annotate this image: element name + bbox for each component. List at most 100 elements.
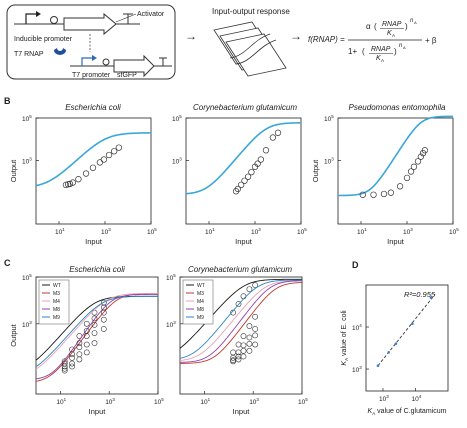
y-axis-label: Output [9, 323, 18, 346]
data-point-m9 [83, 327, 90, 334]
data-point-m9 [240, 333, 247, 339]
axis-y-tick-base: 10 [172, 158, 180, 165]
series-curve-m3 [179, 282, 303, 364]
data-point [387, 351, 391, 354]
y-axis-label: KA value of E. coli [341, 310, 349, 366]
axis-frame [35, 117, 152, 225]
axis-x-tick-label: 103 [249, 397, 259, 406]
axis-y-tick-base: 10 [22, 116, 30, 123]
axis-x-tick-exp: 3 [108, 227, 111, 232]
axis-y-tick-label: 103 [172, 156, 182, 165]
data-point-m4 [240, 342, 247, 349]
fit-curve [337, 115, 454, 197]
axis-x-tick-label: 103 [403, 227, 413, 236]
data-point [254, 160, 261, 167]
data-point [66, 180, 74, 188]
data-point-m3 [240, 353, 247, 360]
axis-x-tick-base: 10 [403, 229, 411, 236]
axis-x-tick-label: 105 [154, 397, 164, 406]
data-point [96, 159, 104, 166]
axis-x-tick-label: 104 [411, 394, 421, 403]
data-point-m8 [230, 357, 236, 364]
data-point [82, 170, 90, 177]
axis-y-tick-exp: 3 [359, 365, 362, 370]
t7-rnap-icon [54, 48, 66, 55]
axis-x-tick-exp: 3 [258, 227, 261, 232]
gene-arrow-2 [113, 54, 155, 78]
series-curve-m4 [179, 280, 303, 361]
data-point [89, 164, 97, 171]
data-point-m4 [91, 321, 98, 328]
rbs-icon-2 [102, 58, 110, 66]
data-point-m4 [230, 354, 236, 361]
axis-y-tick-label: 103 [324, 156, 334, 165]
x-axis-label: Input [233, 407, 251, 416]
data-point [75, 176, 82, 183]
terminator-icon-1 [123, 13, 133, 24]
axis-y-tick-base: 10 [22, 322, 30, 329]
axis-y-tick-exp: 5 [29, 114, 32, 119]
legend-label-wt: WT [197, 283, 205, 289]
data-point [234, 185, 242, 193]
legend-label-m9: M9 [197, 315, 204, 321]
axis-x-tick-label: 103 [101, 227, 111, 236]
legend-label-m4: M4 [53, 299, 60, 305]
axis-x-tick-exp: 5 [456, 227, 459, 232]
eq-plus-beta: + β [425, 36, 437, 45]
data-point [238, 181, 245, 189]
legend-label-m3: M3 [53, 291, 60, 297]
response-label: Input-output response [212, 7, 290, 16]
axis-x-tick-exp: 1 [212, 227, 215, 232]
x-axis-label: KA value of C.glutamicum [368, 408, 447, 416]
data-point-wt [83, 320, 90, 327]
data-point [414, 158, 422, 165]
response-card-1 [225, 33, 287, 77]
eq-den-open: ( [362, 47, 365, 56]
axis-y-tick-base: 10 [352, 367, 360, 374]
promoter-arrowhead-2 [92, 55, 97, 61]
data-point-m8 [76, 351, 83, 358]
x-axis-label-k: K [368, 408, 373, 415]
legend-label-m4: M4 [197, 299, 204, 305]
legend-label-wt: WT [53, 283, 61, 289]
data-point [370, 191, 377, 198]
data-point [100, 156, 108, 163]
r-squared-annotation: R²=0.955 [404, 290, 436, 299]
data-point-m8 [100, 316, 107, 323]
axis-x-tick-base: 10 [249, 399, 257, 406]
legend-label-m9: M9 [53, 315, 60, 321]
data-point-m3 [91, 340, 98, 346]
data-point [411, 322, 414, 325]
axis-x-tick-base: 10 [379, 396, 387, 403]
data-point [241, 177, 248, 184]
axis-x-tick-label: 105 [147, 227, 157, 236]
fit-curve [35, 132, 152, 187]
axis-x-tick-base: 10 [297, 229, 305, 236]
data-point-m3 [235, 356, 242, 363]
axis-x-tick-base: 10 [298, 399, 306, 406]
axis-x-tick-exp: 1 [208, 397, 211, 402]
axis-x-tick-exp: 3 [256, 397, 259, 402]
panel-letter: B [4, 96, 11, 106]
data-point [380, 190, 388, 198]
axis-x-tick-base: 10 [55, 229, 63, 236]
axis-y-tick-exp: 3 [173, 320, 176, 325]
series-curve-m9 [35, 295, 159, 368]
data-point [376, 364, 380, 368]
data-point-m3 [61, 367, 68, 374]
data-point [248, 168, 255, 176]
axis-frame [365, 284, 449, 392]
axis-x-tick-base: 10 [449, 229, 457, 236]
promoter-arrowhead-1 [36, 11, 41, 17]
axis-x-tick-base: 10 [251, 229, 259, 236]
x-axis-label: Input [85, 237, 103, 246]
axis-y-tick-base: 10 [352, 325, 360, 332]
axis-x-tick-exp: 4 [419, 394, 422, 399]
response-sigmoid [235, 39, 277, 65]
axis-x-tick-exp: 1 [64, 397, 67, 402]
series-curve-m4 [35, 292, 159, 370]
